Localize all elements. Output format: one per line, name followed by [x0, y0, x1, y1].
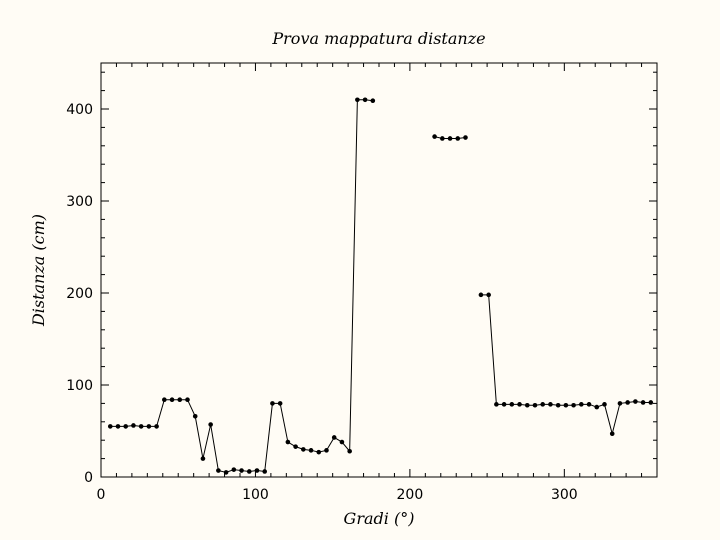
y-tick-label: 0 — [84, 470, 93, 486]
x-tick-label: 200 — [397, 487, 424, 503]
data-point — [625, 400, 630, 405]
data-point — [640, 400, 646, 405]
data-point — [316, 449, 322, 455]
data-point — [107, 424, 113, 429]
data-point — [509, 402, 515, 407]
data-point — [301, 447, 306, 452]
data-point — [517, 402, 522, 407]
plot-area — [100, 62, 658, 478]
data-point — [239, 468, 244, 473]
data-point — [177, 397, 183, 403]
chart-title: Prova mappatura distanze — [271, 29, 485, 48]
data-point — [524, 402, 530, 408]
data-point — [138, 424, 144, 429]
data-point — [185, 397, 190, 403]
x-axis-label: Gradi (°) — [344, 509, 415, 528]
data-point — [200, 456, 206, 461]
data-point — [602, 402, 607, 407]
series-line — [110, 99, 651, 473]
data-point — [115, 424, 121, 429]
series-markers — [107, 97, 654, 475]
data-point — [563, 402, 569, 408]
data-point — [192, 413, 198, 419]
data-point — [131, 423, 136, 428]
y-axis-label: Distanza (cm) — [29, 214, 48, 327]
data-point — [586, 402, 592, 407]
data-point — [262, 469, 268, 474]
data-point — [555, 402, 561, 408]
y-tick-label: 200 — [66, 286, 93, 302]
data-point — [231, 467, 237, 472]
data-point — [486, 292, 491, 298]
data-point — [154, 424, 159, 429]
data-point — [339, 439, 345, 445]
data-point — [478, 292, 484, 298]
series-line-segment — [110, 99, 373, 473]
data-point — [308, 448, 314, 453]
data-point — [123, 424, 129, 429]
data-point — [532, 402, 538, 408]
y-axis: 0 100 200 300 400 — [66, 71, 657, 486]
y-tick-label: 400 — [66, 102, 93, 118]
data-point — [548, 402, 553, 407]
data-point — [331, 435, 337, 440]
data-point — [293, 444, 298, 449]
data-point — [285, 439, 291, 445]
y-tick-label: 300 — [66, 194, 93, 210]
data-point — [246, 469, 252, 474]
data-point — [208, 422, 213, 427]
data-point — [571, 402, 576, 408]
data-point — [355, 97, 360, 103]
data-point — [362, 97, 368, 103]
data-point — [494, 402, 499, 407]
data-point — [146, 424, 152, 429]
data-point — [648, 400, 654, 405]
data-point — [540, 402, 546, 407]
data-point — [432, 134, 437, 139]
data-point — [633, 399, 638, 404]
data-point — [447, 136, 453, 141]
data-point — [609, 431, 615, 437]
x-axis: 0 100 200 300 — [97, 63, 658, 503]
data-point — [594, 404, 600, 410]
data-point — [455, 136, 461, 141]
data-point — [501, 402, 507, 407]
data-point — [347, 448, 352, 454]
data-point — [254, 468, 260, 473]
y-tick-label: 100 — [66, 378, 93, 394]
data-point — [370, 98, 376, 104]
data-point — [579, 402, 584, 407]
data-point — [440, 136, 445, 141]
data-point — [277, 401, 283, 406]
data-point — [169, 397, 175, 403]
data-point — [463, 135, 468, 140]
data-point — [270, 401, 275, 406]
x-tick-label: 300 — [551, 487, 578, 503]
x-tick-label: 0 — [97, 487, 106, 503]
data-point — [162, 397, 167, 403]
data-point — [324, 448, 329, 453]
data-point — [617, 401, 623, 406]
series-line-segment — [480, 294, 651, 436]
data-point — [223, 470, 229, 475]
data-point — [216, 468, 221, 473]
x-tick-label: 100 — [242, 487, 269, 503]
